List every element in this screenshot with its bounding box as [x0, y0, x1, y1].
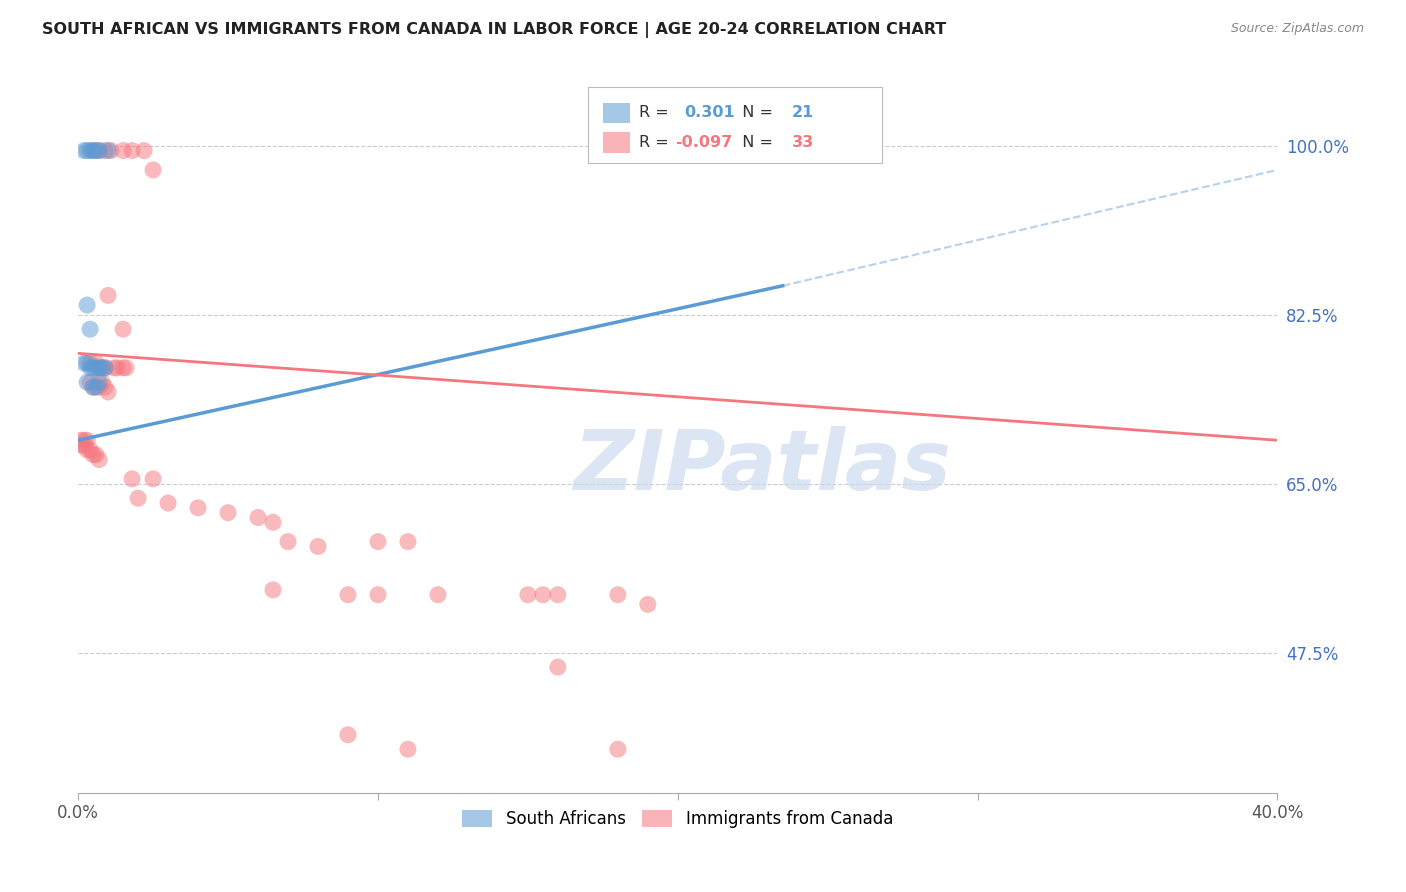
Point [336, 588, 359, 602]
Point [73, 438, 96, 452]
Point [367, 534, 389, 549]
Point [84, 356, 107, 370]
Point [132, 144, 155, 158]
Point [277, 534, 299, 549]
Point [94, 380, 117, 394]
Point [84, 360, 107, 375]
Text: 0.301: 0.301 [683, 105, 734, 120]
Text: 21: 21 [792, 105, 814, 120]
Point [76, 144, 98, 158]
Point [142, 162, 165, 177]
Point [112, 360, 135, 375]
Point [100, 144, 122, 158]
Point [87, 360, 110, 375]
Point [97, 144, 120, 158]
Point [79, 376, 101, 390]
Point [307, 540, 329, 554]
Point [79, 356, 101, 370]
Point [121, 472, 143, 486]
Point [87, 144, 110, 158]
Point [103, 360, 125, 375]
Point [76, 356, 98, 370]
Point [73, 144, 96, 158]
Point [94, 144, 117, 158]
Point [547, 660, 569, 674]
Point [70, 434, 93, 448]
Point [87, 380, 110, 394]
Point [97, 384, 120, 399]
Point [91, 360, 114, 375]
Legend: South Africans, Immigrants from Canada: South Africans, Immigrants from Canada [456, 804, 900, 835]
Text: R =: R = [640, 105, 679, 120]
Text: N =: N = [731, 105, 778, 120]
Point [606, 588, 628, 602]
Point [121, 144, 143, 158]
Point [846, 148, 869, 162]
Point [91, 376, 114, 390]
Text: Source: ZipAtlas.com: Source: ZipAtlas.com [1230, 22, 1364, 36]
Point [73, 434, 96, 448]
Text: SOUTH AFRICAN VS IMMIGRANTS FROM CANADA IN LABOR FORCE | AGE 20-24 CORRELATION C: SOUTH AFRICAN VS IMMIGRANTS FROM CANADA … [42, 22, 946, 38]
Point [87, 144, 110, 158]
Point [82, 380, 104, 394]
Point [637, 598, 659, 612]
Point [84, 448, 107, 462]
Point [84, 380, 107, 394]
Point [157, 496, 180, 510]
Point [262, 516, 284, 530]
Point [396, 534, 419, 549]
Point [76, 442, 98, 457]
Text: R =: R = [640, 135, 675, 150]
Point [396, 742, 419, 756]
Text: N =: N = [731, 135, 778, 150]
Point [82, 360, 104, 375]
Point [87, 360, 110, 375]
Point [94, 360, 117, 375]
Point [606, 742, 628, 756]
Point [115, 360, 138, 375]
Point [105, 360, 128, 375]
Point [79, 144, 101, 158]
Point [127, 491, 149, 505]
Point [82, 144, 104, 158]
Point [112, 144, 135, 158]
Point [70, 438, 93, 452]
Point [73, 356, 96, 370]
Point [76, 434, 98, 448]
Point [82, 380, 104, 394]
Point [247, 510, 270, 524]
Point [367, 588, 389, 602]
FancyBboxPatch shape [603, 132, 630, 153]
Point [97, 288, 120, 302]
Point [82, 144, 104, 158]
Point [79, 322, 101, 336]
Point [336, 728, 359, 742]
Point [187, 500, 209, 515]
Point [112, 322, 135, 336]
Text: ZIPatlas: ZIPatlas [572, 426, 950, 508]
Point [87, 376, 110, 390]
Point [87, 452, 110, 467]
Point [262, 582, 284, 597]
Text: 33: 33 [792, 135, 814, 150]
Point [94, 360, 117, 375]
Point [547, 588, 569, 602]
Point [531, 588, 554, 602]
Point [79, 442, 101, 457]
Point [426, 588, 449, 602]
Text: -0.097: -0.097 [675, 135, 733, 150]
Point [82, 448, 104, 462]
Point [516, 588, 538, 602]
Point [76, 298, 98, 312]
Point [91, 360, 114, 375]
Point [76, 376, 98, 390]
Point [142, 472, 165, 486]
FancyBboxPatch shape [588, 87, 882, 162]
Point [84, 144, 107, 158]
Point [79, 360, 101, 375]
Point [217, 506, 239, 520]
FancyBboxPatch shape [603, 103, 630, 123]
